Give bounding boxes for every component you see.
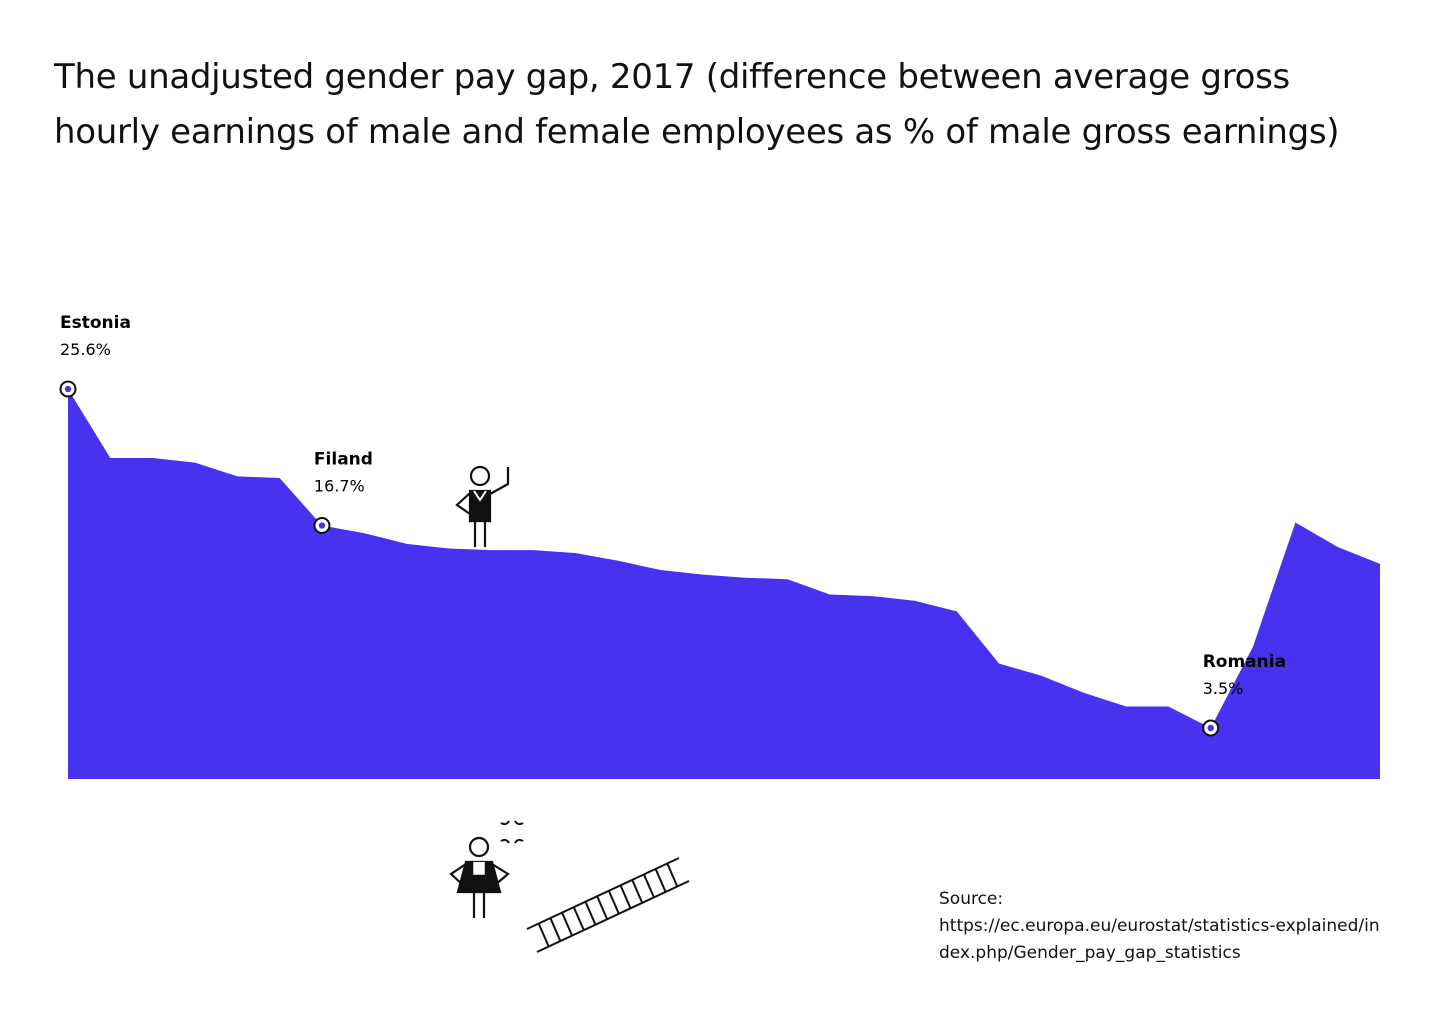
annotation-value: 25.6% bbox=[60, 340, 111, 359]
annotation-value: 3.5% bbox=[1203, 679, 1244, 698]
ladder-rung bbox=[654, 868, 667, 893]
annotation-label: Filand bbox=[314, 450, 373, 470]
data-point-marker-dot bbox=[1207, 724, 1214, 732]
ladder-rail bbox=[526, 857, 680, 930]
source-url: https://ec.europa.eu/eurostat/statistics… bbox=[939, 916, 1380, 963]
data-point-marker-dot bbox=[64, 385, 72, 393]
annotation-label: Romania bbox=[1203, 652, 1286, 672]
ladder-rung bbox=[537, 923, 550, 947]
ladder-rung bbox=[607, 890, 620, 915]
ladder-rung bbox=[643, 873, 655, 898]
ladder-rung bbox=[666, 863, 679, 887]
ladder-rail bbox=[536, 880, 690, 953]
ladder-rung bbox=[561, 912, 573, 937]
woman-frustrated-icon bbox=[449, 836, 510, 918]
ladder-rung bbox=[619, 884, 632, 909]
chart-title: The unadjusted gender pay gap, 2017 (dif… bbox=[54, 57, 1340, 152]
annotation-label: Estonia bbox=[60, 313, 131, 333]
man-waving-icon bbox=[455, 465, 510, 547]
ladder-rung bbox=[596, 895, 609, 920]
data-point-marker-dot bbox=[318, 522, 326, 529]
ladder-icon bbox=[526, 857, 690, 953]
source-note: Source: https://ec.europa.eu/eurostat/st… bbox=[939, 886, 1389, 967]
annotation-value: 16.7% bbox=[314, 477, 365, 496]
ladder-rung bbox=[631, 879, 644, 904]
anger-symbol-icon bbox=[500, 820, 524, 844]
ladder-rung bbox=[549, 917, 562, 942]
area-series bbox=[68, 389, 1380, 779]
ladder-rung bbox=[572, 906, 585, 931]
source-label: Source: bbox=[939, 889, 1004, 909]
ladder-rung bbox=[584, 901, 597, 926]
